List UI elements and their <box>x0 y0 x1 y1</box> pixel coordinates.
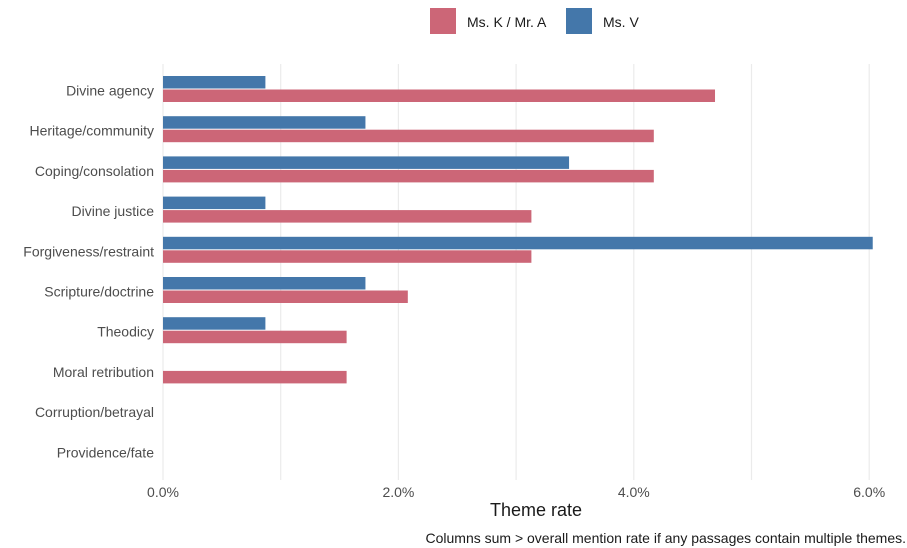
category-label: Coping/consolation <box>35 163 154 179</box>
legend-label: Ms. K / Mr. A <box>467 14 547 30</box>
bar-ms-k-mr-a <box>163 210 532 223</box>
category-label: Corruption/betrayal <box>35 404 154 420</box>
bar-ms-v <box>163 76 266 89</box>
x-tick-label: 0.0% <box>147 484 179 500</box>
bar-ms-v <box>163 156 570 169</box>
bar-ms-k-mr-a <box>163 370 347 384</box>
bar-ms-k-mr-a <box>163 330 347 344</box>
category-label: Scripture/doctrine <box>44 284 154 300</box>
bar-ms-k-mr-a <box>163 169 654 183</box>
legend-swatch <box>430 8 456 34</box>
bar-ms-k-mr-a <box>163 89 716 102</box>
x-tick-labels: 0.0% 2.0% 4.0% 6.0% <box>147 484 885 500</box>
x-axis-title: Theme rate <box>490 500 582 520</box>
bar-ms-k-mr-a <box>163 290 408 303</box>
category-label: Forgiveness/restraint <box>23 243 154 259</box>
legend: Ms. K / Mr. A Ms. V <box>430 8 639 34</box>
category-label: Divine agency <box>66 83 154 99</box>
category-label: Providence/fate <box>57 444 154 460</box>
bar-ms-k-mr-a <box>163 129 654 143</box>
bars <box>163 76 873 384</box>
category-label: Heritage/community <box>30 123 155 139</box>
bar-ms-k-mr-a <box>163 250 532 263</box>
category-label: Moral retribution <box>53 364 154 380</box>
legend-swatch <box>566 8 592 34</box>
bar-ms-v <box>163 277 366 290</box>
x-tick-label: 4.0% <box>618 484 650 500</box>
bar-ms-v <box>163 317 266 330</box>
bar-ms-v <box>163 196 266 210</box>
category-label: Divine justice <box>72 203 155 219</box>
chart-caption: Columns sum > overall mention rate if an… <box>425 530 906 546</box>
bar-ms-v <box>163 236 873 250</box>
x-tick-label: 2.0% <box>382 484 414 500</box>
category-labels: Divine agency Heritage/community Coping/co… <box>23 83 154 461</box>
x-tick-label: 6.0% <box>853 484 885 500</box>
category-label: Theodicy <box>97 324 154 340</box>
legend-label: Ms. V <box>603 14 639 30</box>
bar-ms-v <box>163 116 366 129</box>
